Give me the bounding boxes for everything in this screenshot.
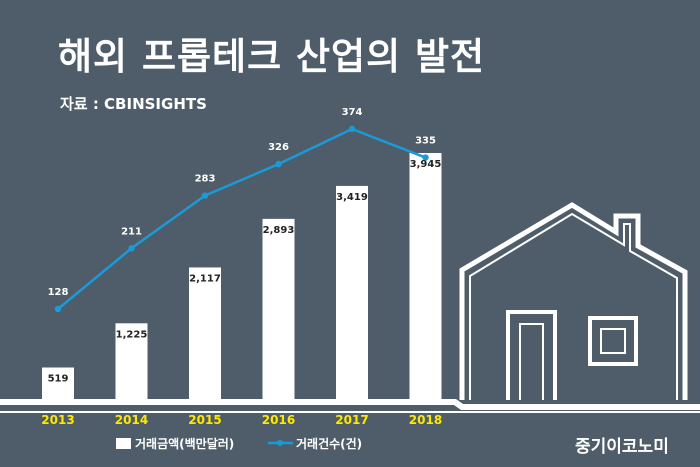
line-value-label: 128 [48, 287, 69, 298]
bar-2018 [409, 153, 442, 400]
x-tick-label: 2015 [188, 413, 221, 427]
line-value-label: 211 [121, 226, 142, 237]
bar-series [42, 153, 442, 400]
line-value-label: 374 [342, 107, 363, 118]
line-series [54, 125, 429, 313]
line-point-2017 [348, 125, 356, 133]
house-door [506, 310, 557, 400]
bar-2016 [262, 218, 295, 400]
bar-value-label: 2,117 [189, 273, 221, 284]
x-tick-label: 2014 [115, 413, 148, 427]
legend: 거래금액(백만달러) 거래건수(건) [116, 436, 362, 451]
transactions-line [57, 127, 426, 310]
line-point-2016 [275, 160, 282, 168]
legend-line-marker [277, 440, 283, 446]
house-window [588, 316, 638, 366]
bar-value-label: 2,893 [263, 225, 295, 236]
line-value-label: 335 [415, 136, 436, 147]
ground-line [0, 399, 700, 413]
line-value-label: 326 [268, 142, 289, 153]
brand-logo-text: 중기이코노미 [575, 437, 669, 457]
x-tick-label: 2016 [262, 413, 295, 427]
legend-bar-label: 거래금액(백만달러) [135, 436, 234, 451]
house-inner-outline [469, 212, 678, 400]
x-tick-label: 2018 [409, 413, 442, 427]
legend-line-label: 거래건수(건) [296, 436, 362, 451]
line-point-2015 [201, 192, 209, 199]
house-door-inner [519, 323, 544, 400]
x-tick-label: 2013 [41, 413, 74, 427]
legend-bar-swatch [116, 438, 131, 449]
bar-value-label: 3,945 [410, 159, 442, 170]
x-axis-labels: 2013 2014 2015 2016 2017 2018 [41, 413, 442, 427]
line-point-2014 [128, 245, 135, 252]
bar-2013 [42, 367, 74, 400]
line-value-label: 283 [195, 174, 216, 185]
house-outline-icon [459, 202, 688, 400]
bar-2017 [336, 185, 368, 400]
bar-value-label: 519 [48, 374, 69, 385]
bar-2014 [115, 323, 148, 400]
page-title: 해외 프롭테크 산업의 발전 [58, 35, 486, 78]
line-point-2018 [422, 154, 429, 161]
bar-value-label: 3,419 [336, 192, 368, 203]
house-outer-outline [459, 202, 688, 400]
source-label: 자료 : CBINSIGHTS [60, 95, 207, 113]
ground-line-outer [0, 399, 700, 410]
x-tick-label: 2017 [335, 413, 368, 427]
house-window-inner [600, 328, 626, 354]
data-labels: 519 1,225 2,117 2,893 3,419 3,945 128 211 283 326… [48, 107, 442, 385]
bar-2015 [189, 267, 221, 400]
line-point-2013 [54, 305, 62, 313]
bar-value-label: 1,225 [116, 329, 148, 340]
